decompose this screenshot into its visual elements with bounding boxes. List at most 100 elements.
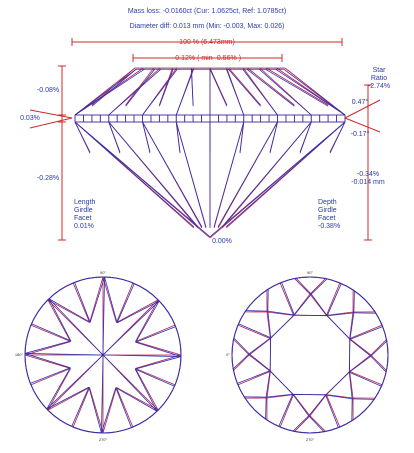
table-edge xyxy=(269,337,272,371)
star-facet xyxy=(310,293,328,316)
star-facet xyxy=(309,293,327,316)
upper-girdle xyxy=(353,290,355,313)
pavilion-facet xyxy=(213,121,245,227)
main-facet xyxy=(102,354,181,357)
angle-label: 90° xyxy=(307,270,313,275)
label-line: Girdle xyxy=(74,207,93,214)
main-facet xyxy=(102,300,160,356)
main-facet xyxy=(102,277,105,356)
label-line: Facet xyxy=(74,215,92,222)
main-facet xyxy=(48,298,104,356)
star-facet xyxy=(158,69,174,107)
lower-girdle-facet xyxy=(74,121,91,154)
lower-girdle xyxy=(24,354,71,369)
lower-girdle xyxy=(47,368,71,411)
star-facet xyxy=(267,310,295,316)
label-line: Depth xyxy=(318,199,337,206)
lower-girdle xyxy=(135,341,182,357)
outline xyxy=(231,276,389,434)
split xyxy=(135,326,176,343)
crown-facet xyxy=(258,68,312,116)
crown-facet xyxy=(108,68,162,116)
split xyxy=(135,324,176,342)
kite-edge xyxy=(326,282,341,316)
star-facet xyxy=(293,394,311,417)
lower-girdle xyxy=(104,276,118,323)
label-line: 0.01% xyxy=(74,223,94,230)
star-facet xyxy=(266,394,294,399)
star-facet xyxy=(209,67,228,106)
star-facet xyxy=(265,370,271,398)
kite-edge xyxy=(279,394,294,428)
star-facet xyxy=(309,394,327,417)
star-facet xyxy=(349,311,354,339)
mass-loss: Mass loss: -0.0160ct (Cur: 1.0625ct, Ref… xyxy=(128,8,286,15)
star-facet xyxy=(91,68,137,107)
diameter-label: 100 % (6.473mm) xyxy=(179,39,235,46)
upper-girdle xyxy=(245,310,268,312)
label-line: Length xyxy=(74,199,96,206)
kite-edge xyxy=(325,394,339,428)
upper-girdle xyxy=(233,354,250,371)
star-facet xyxy=(248,337,271,355)
angle-marker xyxy=(344,99,381,133)
kite-edge xyxy=(326,394,341,428)
angle-label: 270° xyxy=(306,437,315,442)
main-facet xyxy=(46,354,104,410)
kite-edge xyxy=(326,283,342,316)
split xyxy=(116,387,134,428)
diameter-line xyxy=(71,38,343,46)
pavilion-facet xyxy=(108,121,199,228)
lower-girdle xyxy=(115,387,158,412)
label-line: Ratio xyxy=(371,75,387,82)
star-facet xyxy=(265,68,329,107)
pavilion-facet xyxy=(175,121,207,227)
table-edge xyxy=(348,339,351,373)
lower-girdle xyxy=(116,299,159,323)
length-girdle-facet: Length Girdle Facet 0.01% xyxy=(74,199,96,230)
upper-girdle xyxy=(232,353,250,370)
label-line: -0.38% xyxy=(318,223,340,230)
pavilion-facet xyxy=(217,121,278,227)
table-label: -0.12% ( min -0.56% ) xyxy=(173,55,241,62)
lower-girdle xyxy=(47,387,90,411)
star-facet xyxy=(248,338,271,356)
star-facet xyxy=(125,67,155,106)
pavilion-angle: -0.17° xyxy=(351,130,370,138)
star-facet xyxy=(125,68,155,107)
culet-label: 0.00% xyxy=(212,238,232,245)
star-facet xyxy=(246,68,295,107)
kite-edge xyxy=(279,282,294,316)
pavilion-depth: -0.28% xyxy=(37,175,59,182)
star-facet xyxy=(348,372,353,399)
crown-facet xyxy=(226,69,245,116)
depth-girdle-facet: Depth Girdle Facet -0.38% xyxy=(318,199,340,230)
upper-girdle xyxy=(370,340,388,357)
star-facet xyxy=(327,312,354,317)
kite-edge xyxy=(349,324,383,339)
lower-girdle-facet xyxy=(175,121,181,154)
lower-girdle xyxy=(135,299,159,342)
split xyxy=(116,283,135,324)
star-facet xyxy=(308,394,326,417)
pavilion-facet xyxy=(221,121,312,228)
crown-edge xyxy=(74,68,137,116)
star-facet xyxy=(266,393,293,398)
star-facet xyxy=(247,67,295,106)
upper-girdle xyxy=(370,355,387,373)
pavilion-facet xyxy=(74,121,195,228)
split xyxy=(135,368,176,386)
crown-facet xyxy=(275,68,346,116)
lower-girdle xyxy=(135,300,160,343)
upper-girdle xyxy=(292,415,310,432)
table-edge xyxy=(326,315,351,340)
label-line: Star xyxy=(373,67,387,74)
lower-girdle xyxy=(135,356,182,370)
star-facet xyxy=(349,355,372,373)
star-facet xyxy=(326,394,354,399)
lower-girdle xyxy=(116,300,160,324)
left-depth-line xyxy=(58,65,66,241)
main-facet xyxy=(25,353,104,356)
split xyxy=(116,282,134,323)
